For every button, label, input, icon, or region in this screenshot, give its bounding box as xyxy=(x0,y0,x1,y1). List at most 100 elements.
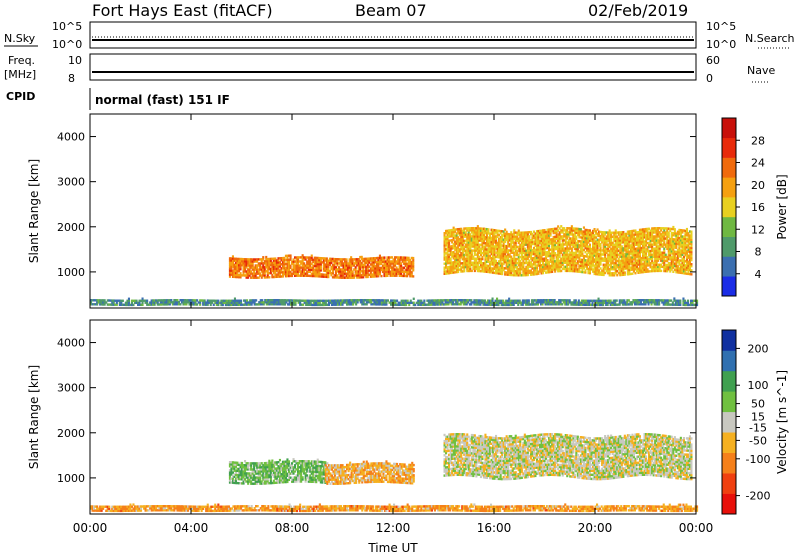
data-cell xyxy=(485,234,488,237)
data-cell xyxy=(489,246,492,249)
data-cell xyxy=(629,272,632,276)
data-cell xyxy=(626,269,629,272)
data-cell xyxy=(452,230,455,234)
data-cell xyxy=(274,269,277,272)
data-cell xyxy=(495,245,498,248)
data-cell xyxy=(492,232,495,236)
data-cell xyxy=(315,262,318,266)
data-cell xyxy=(537,240,540,243)
data-cell xyxy=(613,249,616,253)
data-cell xyxy=(532,236,535,239)
data-cell xyxy=(236,257,239,261)
data-cell xyxy=(331,263,334,267)
data-cell xyxy=(472,227,475,230)
data-cell xyxy=(528,243,531,246)
data-cell xyxy=(479,247,482,251)
data-cell xyxy=(378,270,381,274)
data-cell xyxy=(489,232,492,235)
data-cell xyxy=(561,237,564,240)
data-cell xyxy=(522,251,525,255)
data-cell xyxy=(262,256,265,259)
data-cell xyxy=(348,258,351,261)
data-cell xyxy=(443,256,446,259)
data-cell xyxy=(291,260,294,263)
data-cell xyxy=(532,242,535,246)
data-cell xyxy=(607,249,610,253)
data-cell xyxy=(228,265,231,268)
data-cell xyxy=(502,254,505,258)
data-cell xyxy=(534,260,537,264)
data-cell xyxy=(614,241,617,244)
data-cell xyxy=(631,262,634,265)
data-cell xyxy=(592,260,595,263)
data-cell xyxy=(551,246,554,249)
data-cell xyxy=(596,248,599,252)
data-cell xyxy=(557,263,560,267)
data-cell xyxy=(461,256,464,259)
data-cell xyxy=(528,269,531,272)
data-cell xyxy=(371,273,374,276)
data-cell xyxy=(519,237,522,240)
data-cell xyxy=(584,261,587,264)
data-cell xyxy=(266,264,269,267)
data-cell xyxy=(585,259,588,262)
data-cell xyxy=(538,233,541,237)
data-cell xyxy=(239,261,242,265)
data-cell xyxy=(479,259,482,263)
data-cell xyxy=(567,243,570,246)
data-cell xyxy=(535,246,538,249)
data-cell xyxy=(449,253,452,256)
data-cell xyxy=(461,264,464,267)
data-cell xyxy=(470,299,473,302)
data-cell xyxy=(454,242,457,246)
data-cell xyxy=(608,245,611,249)
data-cell xyxy=(504,244,507,248)
nsky-tick-top: 10^5 xyxy=(52,20,82,33)
data-cell xyxy=(576,233,579,237)
data-cell xyxy=(496,229,499,232)
data-cell xyxy=(555,231,558,234)
data-cell xyxy=(445,258,448,261)
data-cell xyxy=(567,253,570,256)
nsky-panel xyxy=(89,21,697,49)
data-cell xyxy=(315,268,318,272)
data-cell xyxy=(614,251,617,255)
data-cell xyxy=(516,239,519,242)
data-cell xyxy=(598,234,601,238)
data-cell xyxy=(604,249,607,252)
data-cell xyxy=(588,259,591,263)
data-cell xyxy=(298,256,301,259)
data-cell xyxy=(596,269,599,272)
data-cell xyxy=(576,243,579,247)
data-cell xyxy=(448,235,451,238)
data-cell xyxy=(485,236,488,239)
data-cell xyxy=(404,260,407,263)
data-cell xyxy=(445,239,448,243)
data-cell xyxy=(257,272,260,275)
data-cell xyxy=(628,230,631,233)
data-cell xyxy=(579,232,582,235)
data-cell xyxy=(584,269,587,272)
data-cell xyxy=(371,261,374,264)
data-cell xyxy=(478,243,481,246)
data-cell xyxy=(244,266,247,269)
data-cell xyxy=(575,251,578,255)
data-cell xyxy=(262,268,265,271)
data-cell xyxy=(272,271,275,275)
data-cell xyxy=(278,273,281,276)
data-cell xyxy=(283,256,286,260)
data-cell xyxy=(277,271,280,274)
data-cell xyxy=(626,265,629,268)
data-cell xyxy=(481,241,484,245)
data-cell xyxy=(257,258,260,261)
data-cell xyxy=(280,269,283,272)
data-cell xyxy=(351,258,354,261)
data-cell xyxy=(628,242,631,245)
data-cell xyxy=(366,261,369,264)
data-cell xyxy=(625,267,628,270)
data-cell xyxy=(325,273,328,277)
data-cell xyxy=(310,272,313,276)
data-cell xyxy=(617,259,620,263)
data-cell xyxy=(584,259,587,262)
data-cell xyxy=(508,239,511,242)
